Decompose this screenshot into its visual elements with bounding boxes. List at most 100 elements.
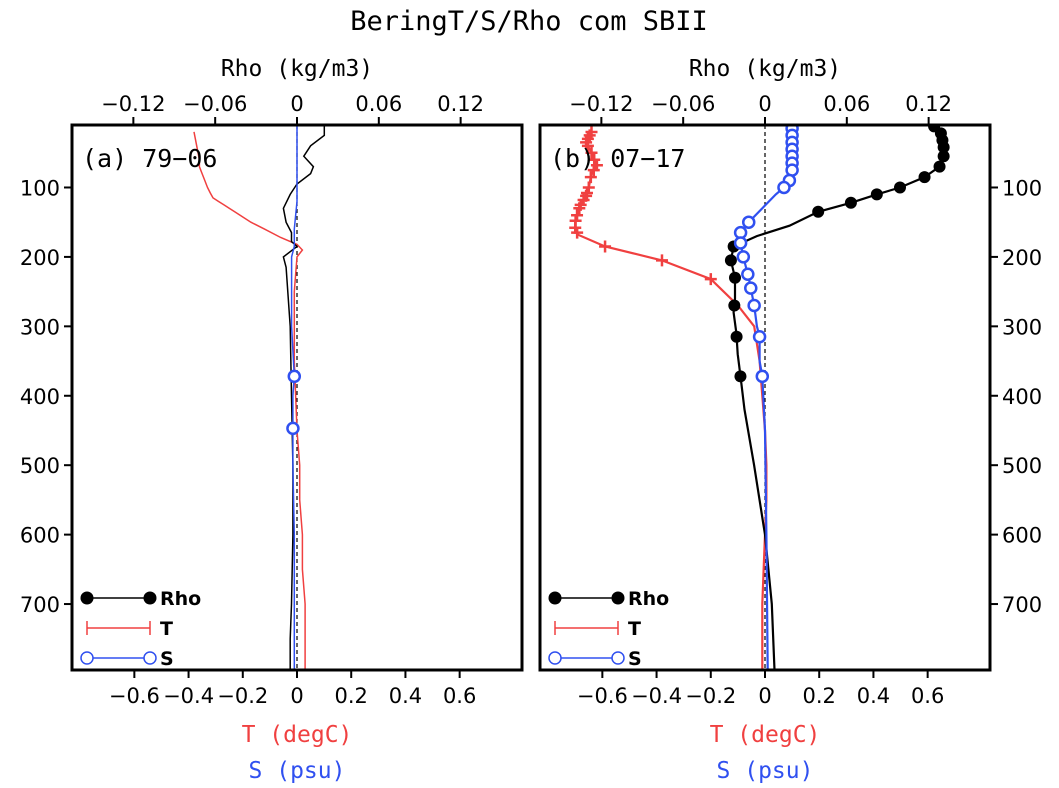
top-tick-label: −0.06 — [651, 92, 715, 116]
legend-marker-s — [611, 651, 625, 665]
x-axis-label-s: S (psu) — [249, 758, 346, 784]
depth-tick-label: 200 — [20, 246, 60, 270]
top-tick-label: 0.06 — [355, 92, 402, 116]
rho-point — [894, 181, 906, 194]
bottom-tick-label: 0.4 — [389, 684, 422, 708]
bottom-tick-label: −0.4 — [163, 684, 214, 708]
t-point — [704, 273, 717, 286]
rho-point — [812, 205, 825, 218]
panel-a: −0.12 −0.06 0 0.06 0.12 Rho (kg/m3) −0.6 −0.4 −0… — [20, 56, 524, 784]
x-axis-label-t: T (degC) — [242, 722, 353, 748]
x-axis-label-s: S (psu) — [717, 758, 814, 784]
t-point — [584, 171, 597, 184]
rho-point — [729, 271, 741, 284]
t-point — [599, 240, 612, 253]
depth-tick-label: 700 — [1002, 593, 1042, 617]
legend-marker-rho — [611, 591, 625, 605]
s-point — [286, 421, 300, 436]
plot-area — [569, 125, 950, 670]
rho-point — [844, 196, 857, 209]
s-point — [733, 236, 748, 250]
depth-tick-label: 300 — [20, 315, 60, 339]
top-axis-label: Rho (kg/m3) — [689, 56, 841, 82]
s-point — [741, 267, 755, 282]
rho-point — [918, 171, 931, 184]
series-line-t — [574, 131, 768, 670]
legend-marker-s — [143, 651, 157, 665]
rho-point — [730, 330, 743, 343]
s-point — [755, 369, 770, 384]
t-point — [655, 254, 668, 267]
bottom-tick-label: −0.6 — [577, 684, 628, 708]
depth-tick-label: 300 — [1002, 315, 1042, 339]
legend-label-t: T — [160, 618, 173, 640]
series-line-s — [290, 125, 298, 670]
t-point — [581, 139, 594, 152]
series-line-t — [193, 131, 306, 670]
top-tick-label: 0 — [758, 92, 771, 116]
top-tick-label: −0.12 — [569, 92, 633, 116]
t-point — [571, 226, 584, 239]
bottom-tick-label: 0.6 — [911, 684, 944, 708]
bottom-tick-label: 0 — [290, 684, 303, 708]
rho-point — [933, 160, 946, 173]
bottom-tick-label: −0.2 — [217, 684, 268, 708]
legend-label-rho: Rho — [628, 588, 669, 610]
bottom-tick-label: 0 — [758, 684, 771, 708]
s-point — [752, 330, 767, 344]
legend-label-rho: Rho — [160, 588, 201, 610]
rho-point — [728, 299, 741, 312]
bottom-tick-label: 0.6 — [443, 684, 476, 708]
depth-tick-label: 400 — [20, 385, 60, 409]
t-point — [571, 209, 584, 222]
bottom-tick-label: 0.2 — [335, 684, 368, 708]
depth-tick-label: 500 — [20, 454, 60, 478]
s-point — [736, 250, 751, 264]
bottom-tick-label: −0.4 — [631, 684, 682, 708]
top-tick-label: 0.12 — [905, 92, 952, 116]
legend-label-s: S — [160, 648, 174, 670]
t-point — [585, 146, 598, 159]
depth-tick-label: 400 — [1002, 385, 1042, 409]
s-point — [777, 180, 791, 195]
panel-label: (a) 79−06 — [82, 144, 217, 173]
panel-b: −0.12 −0.06 0 0.06 0.12 Rho (kg/m3) −0.6 −0.4 −0… — [538, 56, 1042, 784]
depth-tick-label: 700 — [20, 593, 60, 617]
rho-point — [937, 150, 950, 163]
legend-marker-s — [548, 651, 562, 665]
rho-point — [937, 141, 950, 154]
top-axis-label: Rho (kg/m3) — [221, 56, 373, 82]
top-tick-label: −0.12 — [101, 92, 165, 116]
t-point — [582, 181, 595, 194]
top-tick-label: 0 — [290, 92, 303, 116]
x-axis-label-t: T (degC) — [710, 722, 821, 748]
t-point — [573, 202, 586, 215]
plot-area — [193, 125, 326, 670]
s-point — [287, 369, 302, 384]
depth-tick-label: 200 — [1002, 246, 1042, 270]
rho-point — [734, 370, 747, 383]
top-tick-label: −0.06 — [183, 92, 247, 116]
bottom-tick-label: −0.2 — [685, 684, 736, 708]
top-tick-label: 0.06 — [823, 92, 870, 116]
s-point — [741, 215, 756, 229]
depth-tick-label: 600 — [1002, 524, 1042, 548]
s-point — [747, 298, 761, 313]
depth-tick-label: 100 — [1002, 176, 1042, 200]
legend-marker-rho — [80, 591, 94, 605]
panel-label: (b) 07−17 — [550, 144, 685, 173]
top-tick-label: 0.12 — [437, 92, 484, 116]
t-point — [587, 164, 600, 177]
rho-point — [724, 254, 737, 267]
bottom-tick-label: 0.4 — [857, 684, 890, 708]
depth-tick-label: 600 — [20, 524, 60, 548]
rho-point — [870, 188, 883, 201]
bottom-tick-label: −0.6 — [109, 684, 160, 708]
depth-tick-label: 500 — [1002, 454, 1042, 478]
s-point — [744, 281, 758, 295]
legend-marker-rho — [143, 591, 157, 605]
legend-marker-rho — [548, 591, 562, 605]
depth-tick-label: 100 — [20, 176, 60, 200]
t-point — [588, 153, 601, 166]
